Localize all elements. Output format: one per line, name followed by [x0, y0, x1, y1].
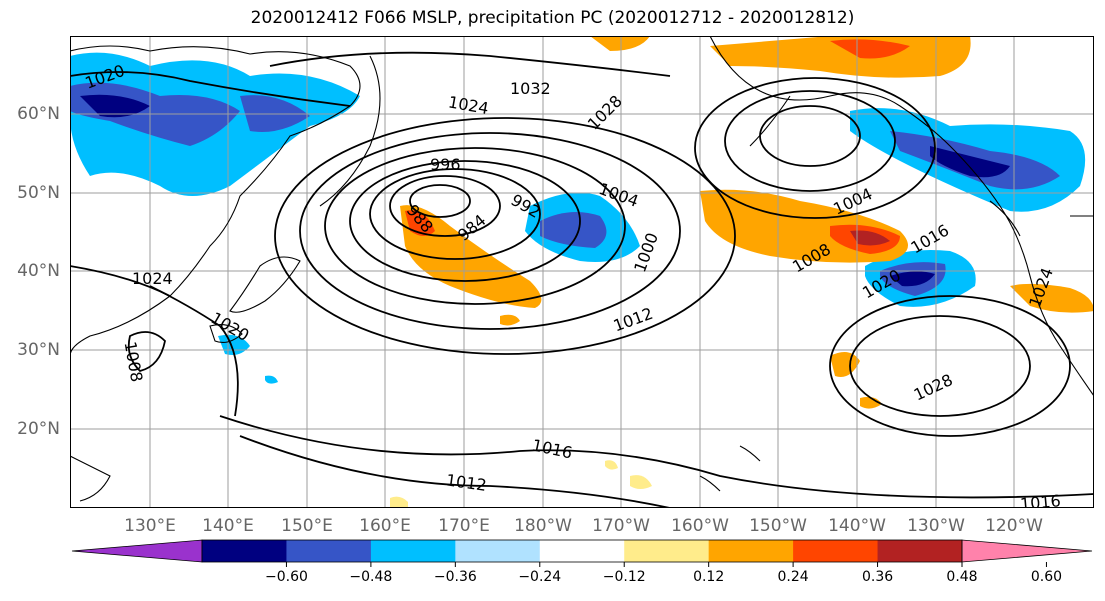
lon-label: 130°E [124, 516, 176, 536]
map-panel: 1020 1024 1032 1028 996 1004 992 984 988… [70, 36, 1094, 508]
colorbar-tick-label: 0.12 [693, 569, 725, 585]
colorbar-segment [71, 539, 203, 563]
precip-shading [70, 36, 1094, 508]
lon-label: 170°E [438, 516, 490, 536]
lon-label: 120°W [985, 516, 1043, 536]
colorbar-outline [201, 539, 963, 563]
lon-label: 140°W [828, 516, 886, 536]
colorbar-tick-label: −0.60 [264, 569, 308, 585]
map-title: 2020012412 F066 MSLP, precipitation PC (… [250, 8, 855, 28]
lon-label: 130°W [907, 516, 965, 536]
colorbar-tick-label: 0.36 [861, 569, 894, 585]
lat-label: 40°N [17, 261, 60, 281]
lat-label: 30°N [17, 340, 60, 360]
lon-label: 150°E [281, 516, 333, 536]
colorbar-tick-label: −0.24 [518, 569, 562, 585]
lon-label: 180°W [514, 516, 572, 536]
lat-label: 60°N [17, 104, 60, 124]
colorbar-tick-label: 0.48 [946, 569, 978, 585]
lat-label: 50°N [17, 183, 60, 203]
isobar-label: 1016 [1019, 491, 1061, 508]
colorbar-segment [877, 540, 963, 562]
colorbar-tick-label: −0.36 [433, 569, 477, 585]
colorbar [71, 539, 1093, 567]
colorbar-segment [624, 540, 710, 562]
colorbar-tick-label: 0.60 [1030, 569, 1063, 585]
colorbar-tick-label: −0.48 [349, 569, 393, 585]
lon-label: 160°E [359, 516, 411, 536]
colorbar-segment [961, 539, 1093, 563]
colorbar-segment [539, 540, 625, 562]
colorbar-tick-label: −0.12 [602, 569, 646, 585]
isobar-label: 1024 [132, 269, 173, 288]
colorbar-segment [286, 540, 372, 562]
lat-label: 20°N [17, 419, 60, 439]
colorbar-segment [370, 540, 456, 562]
colorbar-segment [455, 540, 541, 562]
colorbar-tick-label: 0.24 [777, 569, 809, 585]
colorbar-segment [708, 540, 794, 562]
lon-label: 170°W [592, 516, 650, 536]
lon-label: 140°E [202, 516, 254, 536]
isobar-label: 1032 [510, 79, 551, 98]
colorbar-segment [793, 540, 879, 562]
coastlines [70, 36, 1094, 502]
lon-label: 160°W [671, 516, 729, 536]
graticule [70, 36, 1094, 508]
isobar-label: 996 [430, 155, 461, 174]
colorbar-segment [202, 540, 287, 562]
lon-label: 150°W [749, 516, 807, 536]
isobars [70, 51, 1094, 508]
